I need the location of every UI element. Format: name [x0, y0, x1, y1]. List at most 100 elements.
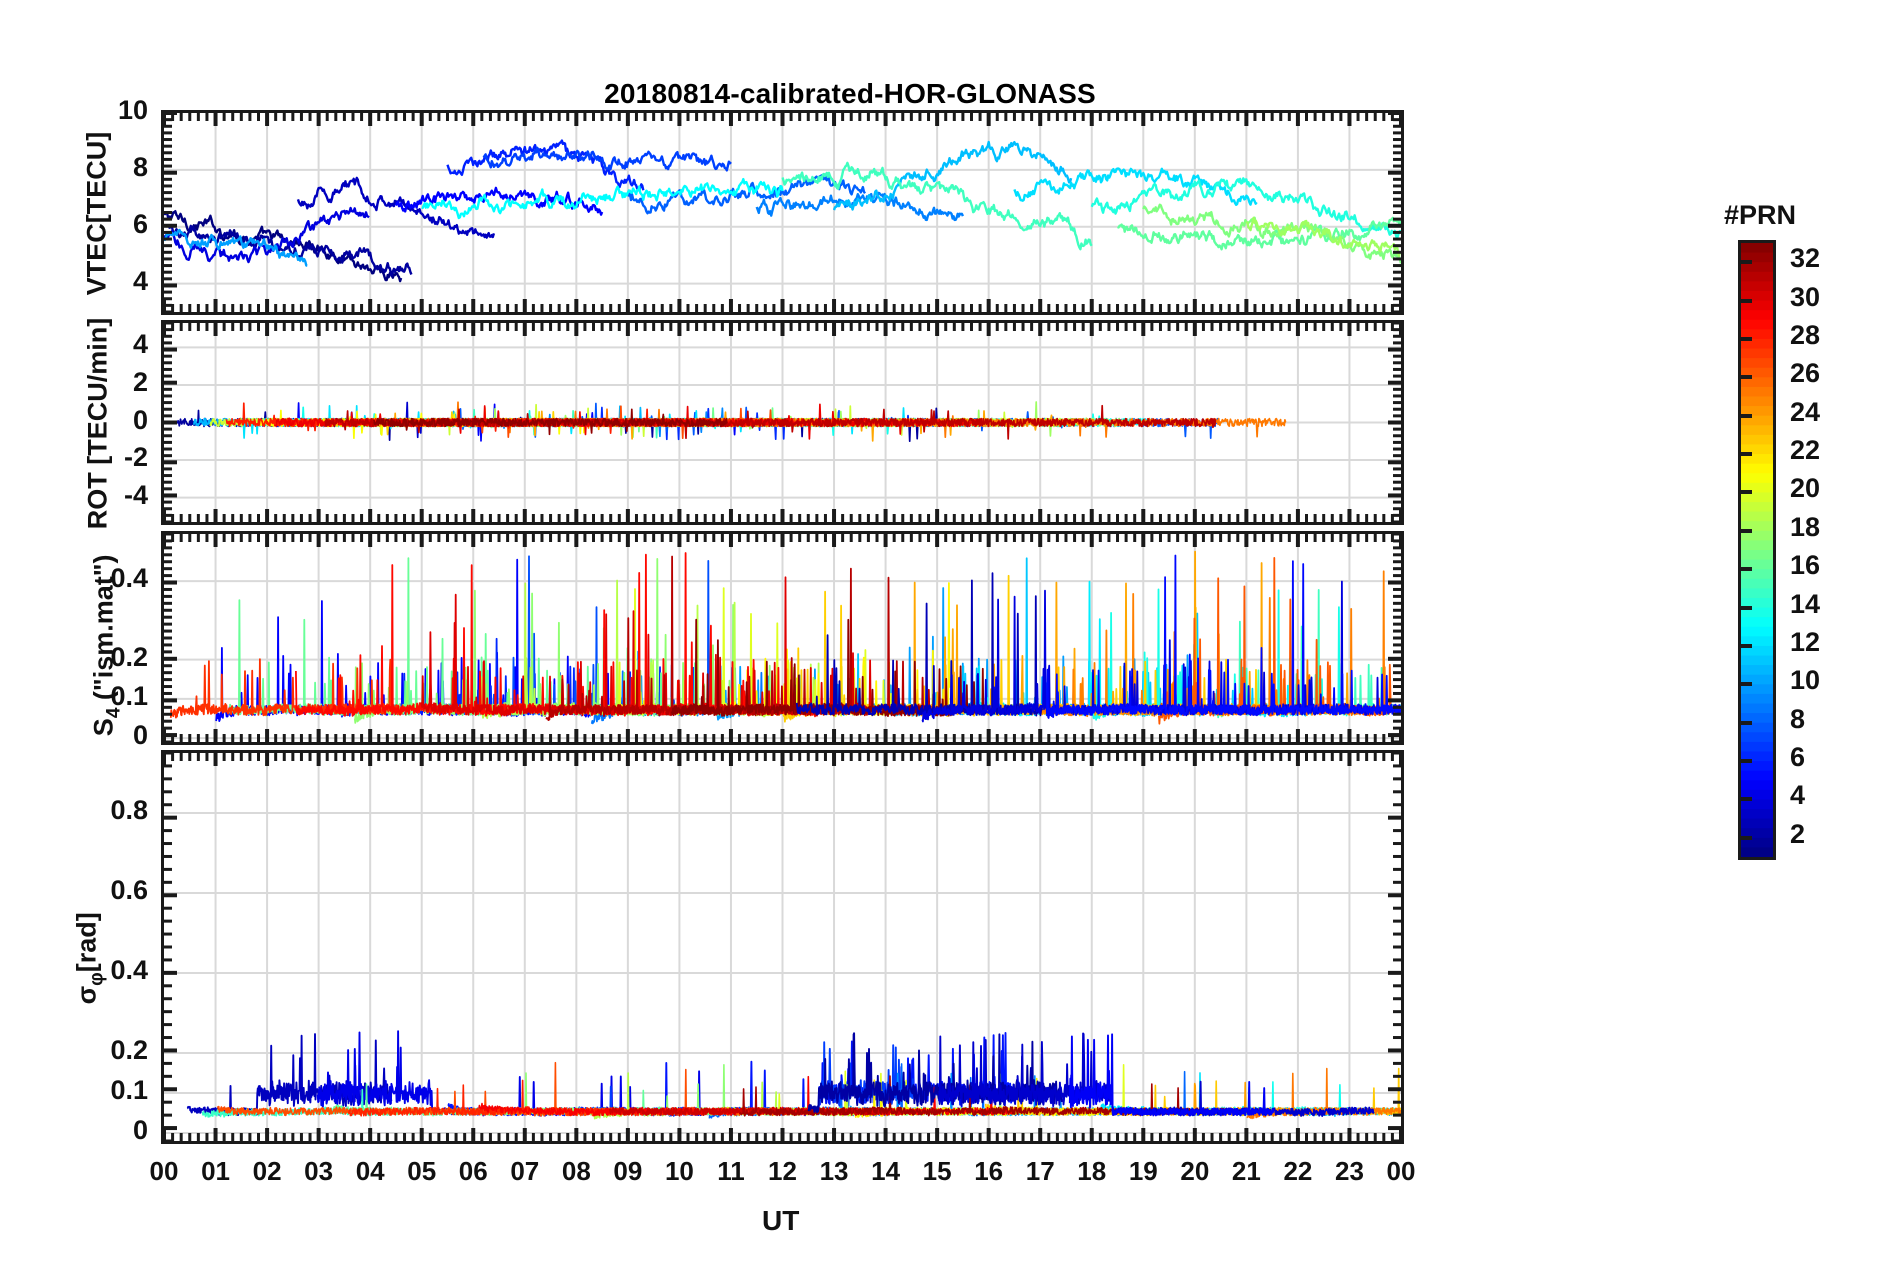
data-trace: [1013, 167, 1258, 206]
y-tick-s4-0p1: 0.1: [110, 680, 148, 711]
data-trace: [755, 191, 965, 222]
y-tick-sigma-phi-0p8: 0.8: [110, 795, 148, 825]
colorbar-tickmark: [1738, 682, 1752, 687]
x-tick-20-20: 20: [1180, 1156, 1210, 1186]
x-tick-12-12: 12: [768, 1156, 797, 1186]
data-trace: [1117, 216, 1401, 251]
colorbar-tickmark: [1738, 643, 1752, 648]
data-trace: [832, 140, 1073, 211]
y-tick-s4-0p2: 0.2: [110, 641, 148, 672]
x-tick-14-14: 14: [871, 1156, 901, 1186]
x-tick-09-9: 09: [613, 1156, 643, 1186]
colorbar-tickmark: [1738, 528, 1752, 533]
y-tick-rot-4: 4: [132, 329, 148, 360]
x-tick-15-15: 15: [922, 1156, 952, 1186]
x-tick-10-10: 10: [664, 1156, 694, 1186]
x-tick-06-6: 06: [458, 1156, 488, 1186]
x-tick-11-11: 11: [717, 1156, 745, 1186]
data-trace: [373, 408, 728, 436]
colorbar-tick-28: 28: [1790, 319, 1821, 350]
y-tick-rot--2: -2: [123, 442, 148, 473]
figure-title: 20180814-calibrated-HOR-GLONASS: [604, 78, 1096, 109]
y-tick-vtec-10: 10: [117, 95, 148, 125]
x-tick-08-8: 08: [561, 1156, 591, 1186]
data-trace: [1090, 177, 1401, 240]
y-tick-rot--4: -4: [123, 479, 148, 510]
x-tick-05-5: 05: [407, 1156, 437, 1186]
panel-sigma-phi: [161, 750, 1404, 1144]
colorbar-tickmark: [1738, 375, 1752, 380]
colorbar-tick-4: 4: [1790, 780, 1806, 811]
colorbar-tick-32: 32: [1790, 243, 1821, 274]
sigma-symbol: σ: [71, 985, 102, 1005]
panel-rot: [161, 320, 1404, 525]
colorbar-tickmark: [1738, 605, 1752, 610]
colorbar-tick-14: 14: [1790, 588, 1821, 619]
colorbar-tickmark: [1738, 759, 1752, 764]
y-tick-s4-0p4: 0.4: [110, 563, 148, 594]
y-tick-sigma-phi-0: 0: [132, 1115, 148, 1145]
data-trace: [394, 186, 604, 216]
colorbar-tick-22: 22: [1790, 435, 1821, 466]
colorbar-tickmark: [1738, 452, 1752, 457]
data-trace: [626, 173, 867, 215]
colorbar-tick-26: 26: [1790, 358, 1821, 389]
colorbar-tick-20: 20: [1790, 473, 1821, 504]
y-tick-sigma-phi-0p6: 0.6: [110, 875, 148, 905]
colorbar-tick-18: 18: [1790, 511, 1821, 542]
x-tick-16-16: 16: [974, 1156, 1004, 1186]
data-trace: [1245, 216, 1401, 257]
colorbar-tick-6: 6: [1790, 742, 1806, 773]
y-tick-sigma-phi-0p4: 0.4: [110, 955, 148, 985]
colorbar-tick-16: 16: [1790, 550, 1821, 581]
data-trace: [1046, 554, 1401, 719]
data-trace: [421, 177, 784, 220]
data-trace: [1068, 1033, 1275, 1117]
x-tick-18-18: 18: [1077, 1156, 1107, 1186]
x-tick-22-22: 22: [1283, 1156, 1313, 1186]
x-tick-01-1: 01: [201, 1156, 230, 1186]
y-tick-vtec-6: 6: [132, 208, 148, 239]
y-tick-vtec-4: 4: [132, 265, 148, 296]
x-tick-00-0: 00: [149, 1156, 179, 1186]
colorbar-tickmark: [1738, 413, 1752, 418]
colorbar-tickmark: [1738, 797, 1752, 802]
x-tick-02-2: 02: [252, 1156, 282, 1186]
x-tick-23-23: 23: [1334, 1156, 1364, 1186]
colorbar-tick-30: 30: [1790, 281, 1821, 312]
y-tick-sigma-phi-0p2: 0.2: [110, 1035, 148, 1065]
colorbar-tickmark: [1738, 720, 1752, 725]
x-tick-17-17: 17: [1025, 1156, 1055, 1186]
y-tick-rot-0: 0: [132, 404, 148, 435]
colorbar-tickmark: [1738, 298, 1752, 303]
panel-s4: [161, 531, 1404, 745]
data-trace: [164, 228, 308, 267]
colorbar[interactable]: [1738, 240, 1776, 860]
colorbar-tick-2: 2: [1790, 818, 1806, 849]
x-tick-19-19: 19: [1128, 1156, 1158, 1186]
colorbar-tickmark: [1738, 567, 1752, 572]
x-tick-04-4: 04: [355, 1156, 385, 1186]
data-trace: [446, 139, 645, 192]
data-trace: [938, 1032, 1375, 1117]
colorbar-tick-8: 8: [1790, 703, 1806, 734]
colorbar-tick-12: 12: [1790, 626, 1821, 657]
y-tick-vtec-8: 8: [132, 151, 148, 182]
x-tick-21-21: 21: [1231, 1156, 1261, 1186]
data-trace: [164, 206, 370, 264]
x-axis-label: UT: [762, 1205, 800, 1236]
colorbar-tickmark: [1738, 260, 1752, 265]
y-tick-s4-0: 0: [132, 720, 148, 751]
colorbar-title: #PRN: [1724, 200, 1797, 230]
colorbar-tick-10: 10: [1790, 665, 1821, 696]
data-trace: [781, 161, 1093, 251]
y-tick-sigma-phi-0p1: 0.1: [110, 1075, 148, 1105]
colorbar-tickmark: [1738, 835, 1752, 840]
x-tick-00-24: 00: [1386, 1156, 1416, 1186]
data-trace: [482, 146, 732, 172]
data-trace: [921, 580, 1401, 723]
colorbar-tick-24: 24: [1790, 396, 1821, 427]
x-tick-07-7: 07: [510, 1156, 540, 1186]
panel-vtec: [161, 110, 1404, 315]
